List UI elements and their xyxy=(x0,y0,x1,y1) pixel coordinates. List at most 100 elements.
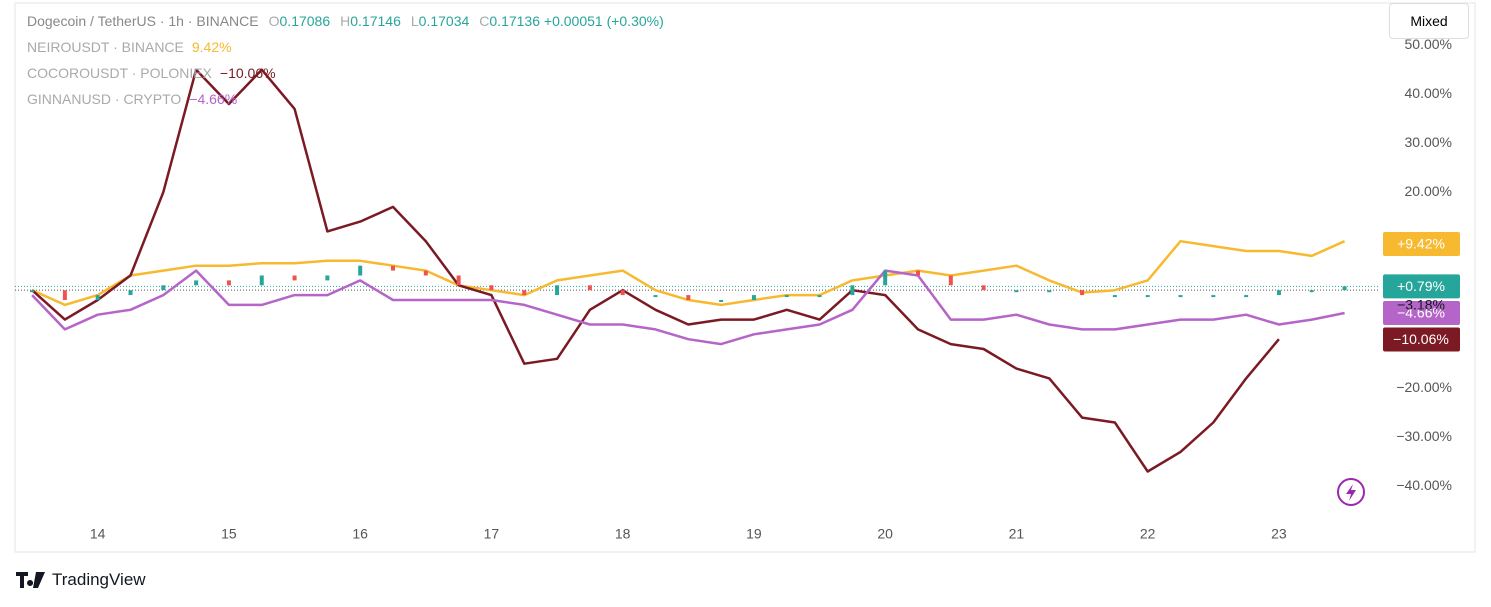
header-row: Dogecoin / TetherUS · 1h · BINANCE O0.170… xyxy=(27,8,664,34)
candle xyxy=(817,295,822,298)
legend-value: −4.66% xyxy=(189,91,238,107)
price-badge xyxy=(1383,301,1460,326)
x-tick-label: 18 xyxy=(615,526,631,542)
x-tick-label: 17 xyxy=(484,526,500,542)
series-line xyxy=(31,239,1346,307)
candle xyxy=(95,295,100,300)
frame xyxy=(14,2,1476,553)
candle xyxy=(1178,295,1183,298)
x-tick-label: 20 xyxy=(877,526,893,542)
annotation: −3.18% xyxy=(1397,296,1445,312)
candle xyxy=(128,290,133,296)
ohlc-value: 0.17034 xyxy=(418,13,470,29)
price-badge-label: −10.06% xyxy=(1393,331,1449,347)
x-tick-label: 19 xyxy=(746,526,762,542)
candle xyxy=(784,295,789,298)
legend-value: −10.06% xyxy=(219,65,276,81)
ohlc-key: C xyxy=(479,13,490,29)
candle xyxy=(194,280,199,286)
candle xyxy=(62,290,67,300)
candle xyxy=(653,295,658,298)
legend: Dogecoin / TetherUS · 1h · BINANCE O0.170… xyxy=(27,8,664,112)
ohlc-key: H xyxy=(340,13,351,29)
lightning-icon[interactable] xyxy=(1337,478,1365,506)
price-badge xyxy=(1383,274,1460,299)
candle xyxy=(325,275,330,281)
y-tick-label: 40.00% xyxy=(1405,85,1452,101)
y-tick-label: 20.00% xyxy=(1405,183,1452,199)
x-tick-label: 23 xyxy=(1271,526,1287,542)
brand: TradingView xyxy=(16,570,146,590)
price-badge-label: +0.79% xyxy=(1397,278,1445,294)
x-tick-label: 16 xyxy=(352,526,368,542)
lightning-bolt xyxy=(1346,484,1356,501)
candle xyxy=(1342,286,1347,291)
candle xyxy=(850,285,855,296)
candle xyxy=(489,285,494,291)
candle xyxy=(1211,295,1216,298)
candle xyxy=(161,285,166,291)
price-badge xyxy=(1383,327,1460,352)
price-badge-label: +9.42% xyxy=(1397,236,1445,252)
symbol: Dogecoin / TetherUS · 1h · BINANCE xyxy=(27,13,259,29)
price-badge-label: −4.66% xyxy=(1397,305,1445,321)
legend-row: NEIROUSDT · BINANCE 9.42% xyxy=(27,34,664,60)
brand-name: TradingView xyxy=(52,570,146,589)
x-tick-label: 14 xyxy=(90,526,106,542)
candle xyxy=(620,290,625,296)
legend-row: GINNANUSD · CRYPTO −4.66% xyxy=(27,86,664,112)
ohlc-value: 0.17086 xyxy=(279,13,331,29)
candle xyxy=(1080,290,1085,296)
legend-value: 9.42% xyxy=(191,39,232,55)
candle xyxy=(981,285,986,291)
x-tick-label: 15 xyxy=(221,526,237,542)
scale-mode-button[interactable]: Mixed xyxy=(1389,3,1469,39)
candle xyxy=(916,270,920,276)
y-tick-label: −30.00% xyxy=(1396,428,1452,444)
legend-name: GINNANUSD · CRYPTO xyxy=(27,91,182,107)
candle xyxy=(259,275,264,286)
price-badge xyxy=(1383,232,1460,257)
candle xyxy=(358,265,363,276)
x-tick-label: 21 xyxy=(1009,526,1025,542)
legend-name: COCOROUSDT · POLONIEX xyxy=(27,65,212,81)
series-line xyxy=(31,68,1280,473)
candle xyxy=(456,275,461,286)
candle xyxy=(423,270,428,276)
y-tick-label: −20.00% xyxy=(1396,379,1452,395)
candle xyxy=(719,299,724,302)
y-tick-label: 30.00% xyxy=(1405,134,1452,150)
candle xyxy=(555,285,560,296)
candle xyxy=(686,295,691,300)
candle xyxy=(522,290,527,296)
legend-row: COCOROUSDT · POLONIEX −10.06% xyxy=(27,60,664,86)
candle xyxy=(1244,295,1249,298)
ohlc-value: 0.17136 xyxy=(489,13,540,29)
candle xyxy=(948,275,953,286)
candle xyxy=(1145,295,1150,298)
candle xyxy=(391,265,395,271)
series-line xyxy=(31,269,1345,346)
x-tick-label: 22 xyxy=(1140,526,1156,542)
candle xyxy=(883,270,888,286)
ohlc-key: O xyxy=(268,13,280,29)
candle xyxy=(226,280,231,286)
candle xyxy=(1014,290,1019,293)
candle xyxy=(751,295,756,300)
candle xyxy=(1112,295,1117,298)
candle xyxy=(587,285,592,291)
brand-logo xyxy=(16,572,45,588)
legend-name: NEIROUSDT · BINANCE xyxy=(27,39,184,55)
candle xyxy=(1276,290,1281,296)
ohlc-key: L xyxy=(410,13,419,29)
candle xyxy=(292,275,297,281)
y-tick-label: 50.00% xyxy=(1405,36,1452,52)
change: +0.00051 (+0.30%) xyxy=(543,13,664,29)
y-tick-label: −40.00% xyxy=(1396,477,1452,493)
candle xyxy=(1309,290,1314,293)
candle xyxy=(1047,290,1052,293)
ohlc-value: 0.17146 xyxy=(350,13,401,29)
candle xyxy=(30,290,35,293)
